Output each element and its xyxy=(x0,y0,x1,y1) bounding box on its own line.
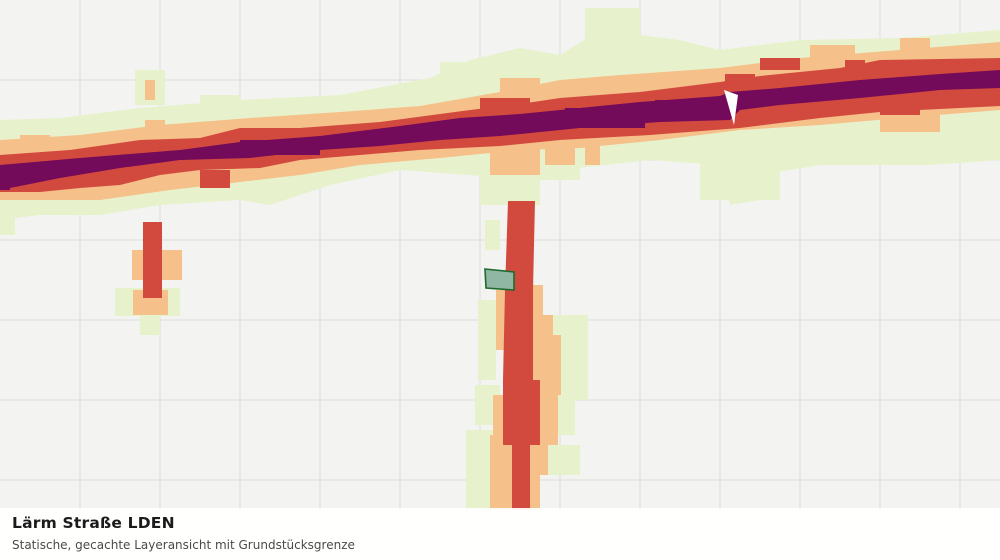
noise-zone-very-high xyxy=(0,70,1000,190)
parcel-boundary[interactable] xyxy=(484,268,515,291)
map-title: Lärm Straße LDEN xyxy=(12,514,175,532)
map-subtitle: Statische, gecachte Layeransicht mit Gru… xyxy=(12,538,355,552)
map-gap xyxy=(724,90,738,125)
map-caption: Lärm Straße LDEN Statische, gecachte Lay… xyxy=(0,508,1000,560)
